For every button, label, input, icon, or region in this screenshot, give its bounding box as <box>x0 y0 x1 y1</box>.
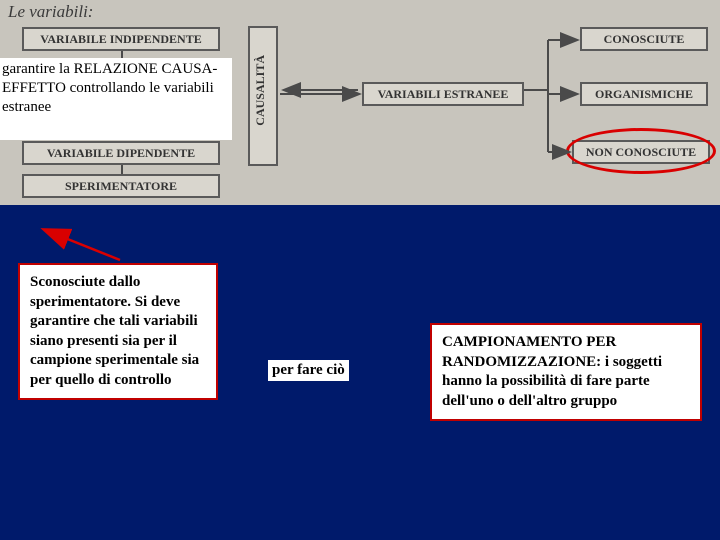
middle-label: per fare ciò <box>268 360 349 381</box>
box-randomizzazione: CAMPIONAMENTO PER RANDOMIZZAZIONE: i sog… <box>430 323 702 421</box>
box-sconosciute: Sconosciute dallo sperimentatore. Si dev… <box>18 263 218 400</box>
explanation-panel: Sconosciute dallo sperimentatore. Si dev… <box>0 205 720 540</box>
